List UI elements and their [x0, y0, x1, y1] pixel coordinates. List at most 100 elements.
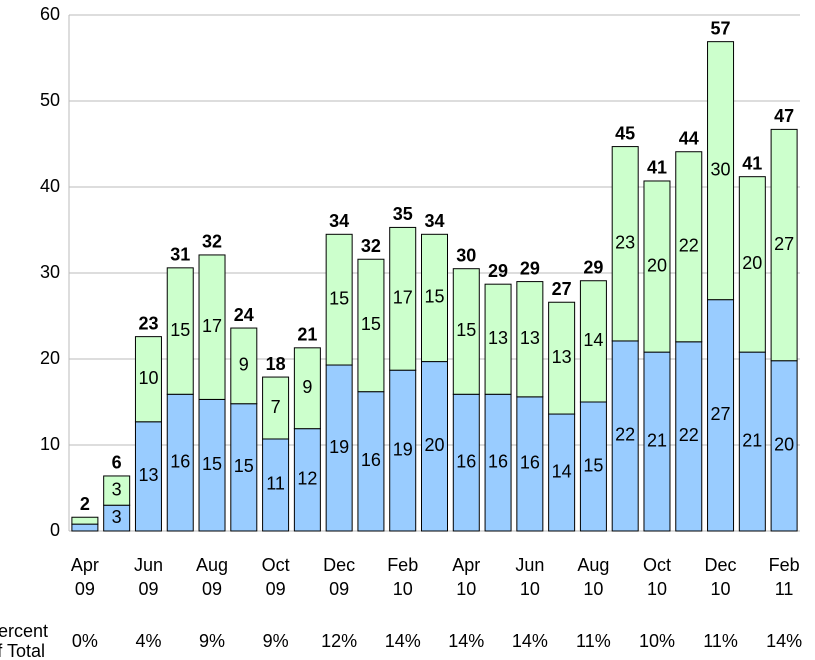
- y-tick-label: 0: [50, 520, 60, 540]
- segment-label: 12: [297, 469, 317, 489]
- percent-label: 11%: [703, 631, 738, 651]
- bar-segment: [611, 340, 639, 532]
- y-tick-label: 10: [40, 434, 60, 454]
- x-tick-label: Oct 09: [262, 555, 290, 599]
- total-label: 29: [520, 258, 540, 278]
- percent-label: 14%: [512, 631, 548, 651]
- bar-segment: [707, 41, 735, 301]
- y-tick-label: 20: [40, 348, 60, 368]
- segment-label: 17: [393, 288, 413, 308]
- total-label: 57: [711, 18, 731, 38]
- percent-label: 4%: [135, 631, 161, 651]
- x-tick-label: Feb 10: [387, 555, 418, 599]
- segment-label: 3: [112, 479, 122, 499]
- segment-label: 16: [170, 451, 190, 471]
- segment-label: 13: [520, 328, 540, 348]
- segment-label: 15: [424, 287, 444, 307]
- bar-segment: [548, 413, 576, 532]
- segment-label: 15: [583, 455, 603, 475]
- bar-segment: [389, 226, 417, 371]
- total-label: 32: [202, 232, 222, 252]
- bar-segment: [579, 280, 607, 403]
- bar-segment: [230, 403, 258, 532]
- segment-label: 14: [552, 461, 572, 481]
- x-tick-label: Dec 10: [705, 555, 737, 599]
- percent-label: 14%: [448, 631, 484, 651]
- bar-segment: [389, 369, 417, 532]
- bar-segment: [611, 146, 639, 342]
- segment-label: 17: [202, 316, 222, 336]
- segment-label: 13: [488, 328, 508, 348]
- bar-segment: [452, 268, 480, 395]
- bar-segment: [262, 376, 290, 440]
- total-label: 30: [456, 245, 476, 265]
- bar-segment: [548, 301, 576, 415]
- x-tick-label: Apr 10: [452, 555, 480, 599]
- segment-label: 23: [615, 233, 635, 253]
- segment-label: 16: [520, 453, 540, 473]
- segment-label: 27: [774, 234, 794, 254]
- bar-segment: [738, 176, 766, 353]
- percent-label: 9%: [199, 631, 225, 651]
- total-label: 23: [138, 313, 158, 333]
- segment-label: 22: [615, 425, 635, 445]
- y-tick-label: 60: [40, 4, 60, 24]
- segment-label: 10: [138, 368, 158, 388]
- bar-segment: [357, 258, 385, 393]
- bar-segment: [166, 393, 194, 532]
- total-label: 34: [329, 211, 349, 231]
- bar-segment: [452, 393, 480, 532]
- percent-label: 14%: [385, 631, 421, 651]
- segment-label: 9: [239, 355, 249, 375]
- total-label: 41: [742, 153, 762, 173]
- segment-label: 15: [361, 314, 381, 334]
- segment-label: 3: [112, 507, 122, 527]
- bar-segment: [421, 233, 448, 363]
- segment-label: 16: [361, 450, 381, 470]
- bar-segment: [134, 336, 162, 423]
- bar-segment: [198, 254, 226, 400]
- x-tick-label: Feb 11: [769, 555, 800, 599]
- total-label: 21: [297, 325, 317, 345]
- segment-label: 15: [234, 456, 254, 476]
- bar-segment: [71, 516, 99, 525]
- segment-label: 14: [583, 330, 603, 350]
- bar-segment: [166, 267, 194, 395]
- segment-label: 20: [774, 435, 794, 455]
- total-label: 24: [234, 305, 254, 325]
- segment-label: 9: [302, 377, 312, 397]
- bar-segment: [770, 128, 798, 362]
- bar-segment: [103, 475, 131, 506]
- percent-label: 11%: [576, 631, 611, 651]
- total-label: 45: [615, 123, 635, 143]
- bar-segment: [293, 347, 321, 430]
- x-tick-label: Jun 10: [515, 555, 544, 599]
- segment-label: 11: [266, 474, 285, 494]
- segment-label: 20: [742, 253, 762, 273]
- bar-segment: [484, 393, 512, 532]
- segment-label: 13: [552, 347, 572, 367]
- segment-label: 21: [742, 430, 762, 450]
- segment-label: 16: [488, 451, 508, 471]
- percent-label: 0%: [72, 631, 98, 651]
- segment-label: 19: [393, 439, 413, 459]
- total-label: 31: [170, 245, 190, 265]
- percent-label: 9%: [263, 631, 289, 651]
- bar-segment: [484, 283, 512, 395]
- total-label: 18: [266, 354, 286, 374]
- total-label: 41: [647, 158, 667, 178]
- percent-row-label: of Total: [0, 641, 45, 660]
- segment-label: 20: [647, 255, 667, 275]
- segment-label: 21: [647, 430, 667, 450]
- bar-segment: [357, 391, 385, 532]
- total-label: 29: [488, 261, 508, 281]
- bar-segment: [230, 327, 258, 405]
- total-label: 35: [393, 204, 413, 224]
- x-tick-label: Aug 10: [577, 555, 609, 599]
- bar-segment: [262, 438, 290, 532]
- segment-label: 13: [138, 465, 158, 485]
- segment-label: 19: [329, 437, 349, 457]
- percent-label: 14%: [766, 631, 802, 651]
